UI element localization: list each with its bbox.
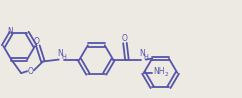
Text: N: N (139, 49, 145, 58)
Text: O: O (28, 67, 34, 76)
Text: H: H (61, 54, 66, 60)
Text: 2: 2 (164, 72, 168, 77)
Text: H: H (143, 54, 148, 60)
Text: O: O (34, 37, 40, 46)
Text: O: O (122, 34, 128, 43)
Text: NH: NH (153, 67, 164, 76)
Text: N: N (57, 49, 63, 58)
Text: N: N (8, 27, 13, 36)
